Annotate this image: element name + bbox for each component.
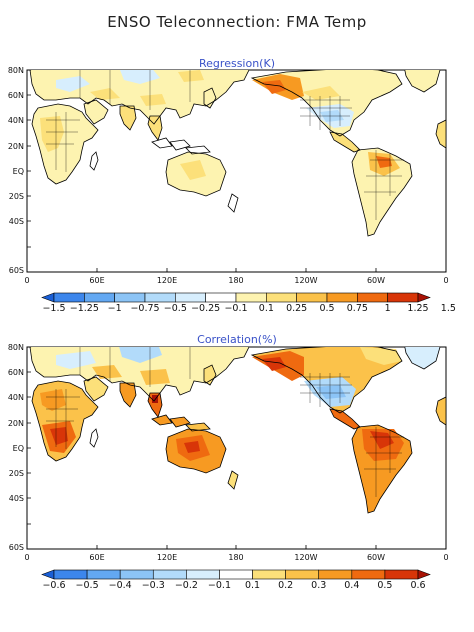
colorbar-tick-label: 0.6 [410, 580, 426, 591]
colorbar-swatch [357, 292, 388, 303]
colorbar-tick-label: 0.5 [377, 580, 393, 591]
lat-label: 40S [8, 494, 24, 503]
lat-label: 60N [7, 368, 24, 377]
lat-label: 60N [7, 91, 24, 100]
colorbar-tick-label: 0.5 [319, 303, 335, 314]
colorbar-tick-label: −1 [107, 303, 122, 314]
colorbar-tick-label: −0.25 [191, 303, 221, 314]
colorbar-swatch [285, 569, 320, 580]
colorbar-swatch [384, 569, 419, 580]
panel-2-ticks [27, 346, 377, 550]
colorbar-swatch [318, 569, 353, 580]
lon-label: 0 [24, 553, 30, 562]
colorbar-arrow-low [41, 569, 55, 580]
lon-label: 120W [294, 276, 318, 285]
colorbar-tick-label: 0.4 [344, 580, 360, 591]
colorbar-swatch [252, 569, 286, 580]
lat-label: 40S [8, 217, 24, 226]
colorbar-tick-label: −0.1 [207, 580, 231, 591]
lon-label: 120W [294, 553, 318, 562]
colorbar-swatch [387, 292, 419, 303]
lon-label: 180 [228, 553, 244, 562]
panel-1-title: Regression(K) [199, 57, 275, 70]
colorbar-tick-label: −0.5 [75, 580, 99, 591]
correlation-shading [30, 347, 446, 513]
colorbar-swatch [114, 292, 146, 303]
lat-label: 40N [7, 116, 24, 125]
lon-label: 120E [156, 553, 178, 562]
figure-title: ENSO Teleconnection: FMA Temp [107, 13, 367, 31]
panel-2-title: Correlation(%) [197, 333, 277, 346]
colorbar-swatch [152, 569, 187, 580]
lon-label: 60W [366, 276, 386, 285]
lon-label: 120E [156, 276, 178, 285]
colorbar-tick-label: −0.6 [42, 580, 66, 591]
colorbar-swatch [186, 569, 220, 580]
lat-label: 60S [8, 543, 24, 552]
political-borders-2 [46, 347, 404, 497]
colorbar-tick-label: −0.4 [108, 580, 132, 591]
lat-label: 20S [8, 469, 24, 478]
lat-label: 20S [8, 192, 24, 201]
colorbar-correlation [41, 569, 431, 580]
colorbar-swatch [296, 292, 328, 303]
lat-label: EQ [12, 167, 24, 176]
colorbar-swatch [351, 569, 386, 580]
lat-label: 40N [7, 393, 24, 402]
colorbar-swatch [84, 292, 115, 303]
lon-label: 60W [366, 553, 386, 562]
lon-label: 0 [443, 553, 449, 562]
colorbar-swatch [326, 292, 358, 303]
lon-label: 0 [24, 276, 30, 285]
political-borders [46, 70, 404, 220]
colorbar-swatch [235, 292, 267, 303]
colorbar-arrow-high [417, 292, 431, 303]
colorbar-tick-label: 1 [384, 303, 391, 314]
colorbar-tick-label: −0.5 [163, 303, 187, 314]
colorbar-tick-label: −0.75 [130, 303, 160, 314]
colorbar-arrow-low [41, 292, 55, 303]
colorbar-tick-label: 1.25 [407, 303, 429, 314]
colorbar-tick-label: −0.1 [224, 303, 248, 314]
colorbar-tick-label: −1.5 [42, 303, 66, 314]
map-panel-1 [26, 69, 447, 273]
colorbar-swatch [53, 292, 85, 303]
panel-1-ticks [27, 69, 377, 273]
colorbar-swatch [205, 292, 237, 303]
colorbar-tick-label: −0.2 [174, 580, 198, 591]
colorbar-tick-label: 0.1 [244, 580, 261, 591]
colorbar-tick-label: 0.3 [311, 580, 327, 591]
lat-label: EQ [12, 444, 24, 453]
colorbar-tick-label: 0.1 [258, 303, 274, 314]
colorbar-tick-label: −0.3 [141, 580, 165, 591]
colorbar-swatch [144, 292, 176, 303]
colorbar-arrow-high [417, 569, 431, 580]
colorbar-tick-label: 0.2 [278, 580, 294, 591]
colorbar-swatch [53, 569, 88, 580]
lon-label: 60E [89, 276, 105, 285]
colorbar-regression [41, 292, 431, 303]
colorbar-swatch [219, 569, 253, 580]
lat-label: 20N [7, 419, 24, 428]
colorbar-swatch [266, 292, 297, 303]
colorbar-swatch [175, 292, 206, 303]
lon-label: 180 [228, 276, 244, 285]
lat-label: 80N [7, 66, 24, 75]
lat-label: 60S [8, 266, 24, 275]
colorbar-tick-label: −1.25 [69, 303, 99, 314]
colorbar-swatch [86, 569, 121, 580]
lon-label: 0 [443, 276, 449, 285]
regression-shading [30, 70, 446, 236]
lat-label: 80N [7, 343, 24, 352]
colorbar-tick-label: 0.25 [286, 303, 308, 314]
colorbar-swatch [119, 569, 154, 580]
colorbar-tick-label: 1.5 [440, 303, 456, 314]
lon-label: 60E [89, 553, 105, 562]
map-panel-2 [26, 346, 447, 550]
lat-label: 20N [7, 142, 24, 151]
colorbar-tick-label: 0.75 [346, 303, 368, 314]
